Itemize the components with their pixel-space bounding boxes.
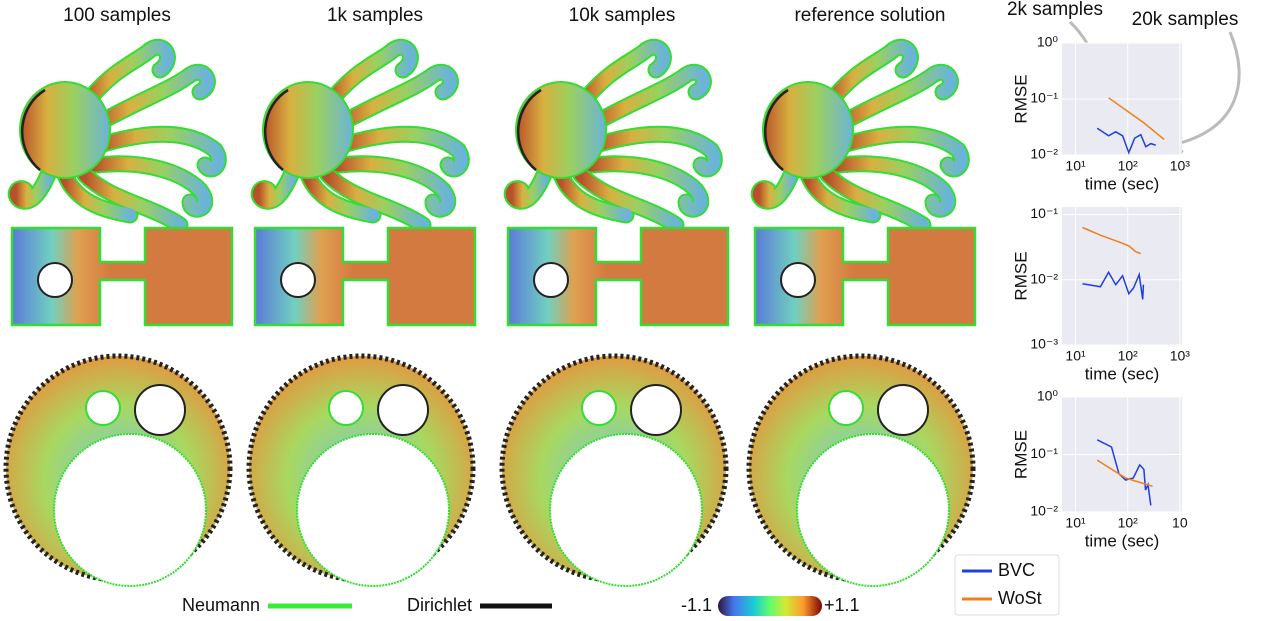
y-axis-label: RMSE: [1011, 430, 1030, 479]
y-tick-label: 10⁰: [1037, 388, 1059, 404]
annotation-arrow: [1171, 31, 1241, 147]
column-title: 10k samples: [569, 5, 676, 26]
legend-label: BVC: [998, 560, 1035, 580]
y-tick-label: 10⁻¹: [1030, 445, 1058, 461]
result-images: [6, 47, 977, 586]
colorbar-label: -1.1: [681, 595, 712, 615]
x-tick-label: 10²: [1118, 158, 1139, 174]
y-tick-label: 10⁻¹: [1030, 205, 1058, 221]
x-tick-label: 10³: [1170, 348, 1191, 364]
series-line: [1096, 127, 1156, 155]
y-tick-label: 10⁻³: [1030, 336, 1058, 352]
y-tick-label: 10⁻²: [1030, 503, 1058, 519]
x-tick-label: 10²: [1118, 515, 1139, 531]
annotation: 2k samples: [1007, 0, 1103, 20]
x-axis-label: time (sec): [1085, 531, 1160, 550]
y-tick-label: 10⁻¹: [1030, 90, 1058, 106]
colorbar-label: +1.1: [824, 595, 860, 615]
column-title: reference solution: [794, 5, 945, 26]
legend-label: Neumann: [182, 595, 260, 615]
x-tick-label: 10¹: [1065, 348, 1086, 364]
column-title: 100 samples: [63, 5, 171, 26]
x-axis-label: time (sec): [1085, 174, 1160, 193]
x-tick-label: 10²: [1118, 348, 1139, 364]
x-axis-label: time (sec): [1085, 364, 1160, 383]
annotation: 20k samples: [1132, 9, 1239, 30]
y-axis-label: RMSE: [1011, 251, 1030, 300]
colorbar: [718, 596, 822, 616]
x-tick-label: 10¹: [1065, 515, 1086, 531]
chart-legend: BVC WoSt: [954, 554, 1060, 616]
column-title: 1k samples: [327, 5, 423, 26]
series-line: [1082, 226, 1142, 255]
series-line: [1096, 439, 1152, 506]
y-tick-label: 10⁻²: [1030, 270, 1058, 286]
series-line: [1082, 270, 1145, 300]
y-tick-label: 10⁰: [1037, 34, 1059, 50]
y-axis-label: RMSE: [1011, 74, 1030, 123]
x-tick-label: 10¹: [1065, 158, 1086, 174]
legend-label: WoSt: [998, 588, 1042, 608]
x-tick-label: 10³: [1170, 158, 1191, 174]
x-tick-label: 10: [1172, 515, 1188, 531]
legend-label: Dirichlet: [407, 595, 472, 615]
series-line: [1108, 97, 1165, 140]
series-line: [1096, 459, 1153, 488]
y-tick-label: 10⁻²: [1030, 146, 1058, 162]
